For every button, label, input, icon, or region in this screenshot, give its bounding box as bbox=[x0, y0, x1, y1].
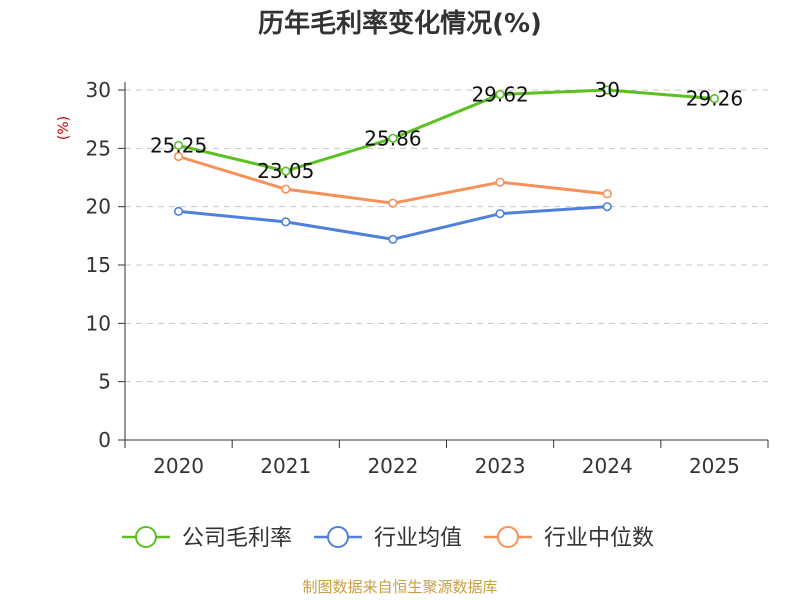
y-tick-label: 30 bbox=[86, 78, 111, 102]
series-point-2 bbox=[602, 202, 612, 212]
data-label: 29.26 bbox=[686, 87, 743, 111]
data-labels: 25.25 23.05 25.86 29.62 30 29.26 bbox=[150, 78, 743, 183]
x-tick-label: 2020 bbox=[153, 454, 204, 478]
series-point-3 bbox=[495, 177, 505, 187]
y-tick-label: 25 bbox=[86, 136, 111, 160]
y-tick-label: 15 bbox=[86, 253, 111, 277]
data-label: 23.05 bbox=[257, 159, 314, 183]
series-point-1 bbox=[495, 89, 505, 100]
data-label: 29.62 bbox=[471, 82, 528, 106]
legend-label-2: 行业均值 bbox=[374, 526, 462, 551]
x-tick-label: 2023 bbox=[475, 454, 526, 478]
series-point-1 bbox=[602, 85, 612, 95]
legend: 公司毛利率 行业均值 行业中位数 bbox=[122, 526, 654, 551]
series-point-3 bbox=[173, 151, 184, 162]
grid-lines bbox=[125, 89, 768, 383]
series-point-2 bbox=[495, 209, 505, 219]
y-tick-label: 5 bbox=[98, 370, 111, 394]
y-tick-label: 20 bbox=[86, 195, 111, 219]
series-point-1 bbox=[173, 140, 184, 151]
series-point-3 bbox=[281, 184, 291, 194]
x-tick-label: 2021 bbox=[260, 454, 311, 478]
series-point-1 bbox=[388, 133, 398, 143]
x-tick-label: 2022 bbox=[367, 454, 418, 478]
series-line-1 bbox=[177, 88, 716, 173]
series-point-2 bbox=[388, 234, 398, 244]
legend-marker-1 bbox=[135, 526, 157, 548]
y-tick-label: 10 bbox=[86, 311, 111, 335]
series-point-3 bbox=[388, 198, 398, 208]
series-point-1 bbox=[709, 94, 720, 104]
series-point-3 bbox=[602, 189, 612, 199]
y-axis-unit: (%) bbox=[56, 116, 72, 140]
data-label: 25.86 bbox=[364, 126, 421, 150]
chart-title: 历年毛利率变化情况(%) bbox=[258, 8, 542, 39]
legend-marker-2 bbox=[327, 526, 349, 548]
legend-label-1: 公司毛利率 bbox=[182, 526, 292, 551]
source-note: 制图数据来自恒生聚源数据库 bbox=[302, 578, 497, 596]
y-tick-label: 0 bbox=[98, 428, 111, 452]
x-tick-label: 2025 bbox=[689, 454, 740, 478]
legend-marker-3 bbox=[497, 526, 519, 548]
series-line-2 bbox=[177, 205, 609, 241]
x-tick-label: 2024 bbox=[582, 454, 633, 478]
series-point-2 bbox=[281, 217, 291, 227]
series-point-2 bbox=[173, 206, 184, 216]
legend-label-3: 行业中位数 bbox=[544, 526, 654, 551]
data-label: 30 bbox=[595, 78, 620, 102]
series-point-1 bbox=[281, 166, 291, 176]
data-label: 25.25 bbox=[150, 133, 207, 157]
series-group bbox=[173, 85, 720, 244]
series-line-3 bbox=[177, 155, 609, 205]
